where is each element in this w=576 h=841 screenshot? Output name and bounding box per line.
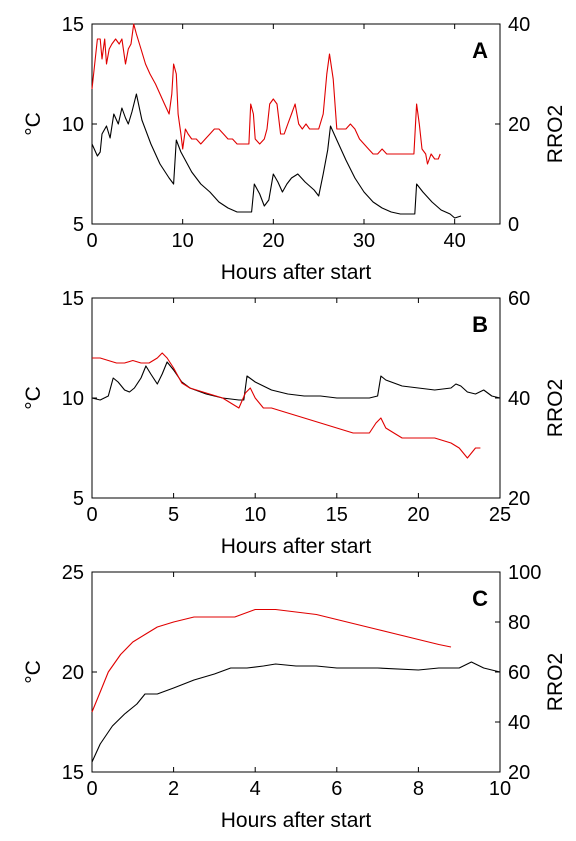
panel-c: 0 2 4 6 8 10 15 20 25 20 40 60 80 100 C Hours after sta… bbox=[22, 562, 567, 832]
y-right-tick-label: 40 bbox=[508, 388, 530, 410]
panel-label-b: B bbox=[472, 312, 488, 337]
rro2-line-a bbox=[91, 23, 441, 165]
temperature-line-b bbox=[91, 361, 501, 401]
x-tick-label: 8 bbox=[413, 778, 424, 800]
plot-frame-a bbox=[91, 23, 501, 225]
y-right-tick-label: 20 bbox=[508, 488, 530, 510]
x-axis-label-c: Hours after start bbox=[221, 809, 372, 832]
temperature-line-c bbox=[91, 661, 501, 763]
y-left-axis-label-a: °C bbox=[22, 112, 45, 136]
y-right-axis-label-a: RRO2 bbox=[544, 105, 567, 163]
y-left-tick-label: 15 bbox=[62, 762, 84, 784]
y-right-tick-label: 60 bbox=[508, 662, 530, 684]
x-tick-label: 5 bbox=[168, 504, 179, 526]
x-tick-label: 0 bbox=[86, 504, 97, 526]
plot-frame-b bbox=[91, 297, 501, 499]
rro2-line-c bbox=[91, 608, 452, 713]
y-right-tick-label: 40 bbox=[508, 14, 530, 36]
plot-frame-c bbox=[91, 571, 501, 773]
x-tick-label: 10 bbox=[489, 778, 511, 800]
panel-a: 0 10 20 30 40 5 10 15 0 20 40 A Hours after start °C R… bbox=[22, 14, 567, 284]
x-tick-label: 6 bbox=[331, 778, 342, 800]
y-right-tick-label: 20 bbox=[508, 762, 530, 784]
temperature-line-a bbox=[91, 93, 462, 219]
rro2-line-b bbox=[92, 352, 481, 459]
y-left-tick-label: 10 bbox=[62, 114, 84, 136]
x-tick-label: 25 bbox=[489, 504, 511, 526]
y-left-axis-label-c: °C bbox=[22, 660, 45, 684]
x-tick-label: 0 bbox=[86, 778, 97, 800]
x-tick-label: 20 bbox=[262, 230, 284, 252]
y-left-tick-label: 5 bbox=[73, 488, 84, 510]
panel-label-a: A bbox=[472, 38, 488, 63]
y-left-tick-label: 10 bbox=[62, 388, 84, 410]
x-tick-label: 10 bbox=[244, 504, 266, 526]
y-right-tick-label: 40 bbox=[508, 712, 530, 734]
x-tick-label: 10 bbox=[172, 230, 194, 252]
y-right-axis-label-b: RRO2 bbox=[544, 379, 567, 437]
y-right-tick-label: 80 bbox=[508, 612, 530, 634]
x-axis-label-b: Hours after start bbox=[221, 535, 372, 558]
y-right-tick-label: 100 bbox=[508, 562, 541, 584]
y-left-tick-label: 15 bbox=[62, 14, 84, 36]
y-right-axis-label-c: RRO2 bbox=[544, 653, 567, 711]
x-tick-label: 30 bbox=[353, 230, 375, 252]
x-tick-label: 4 bbox=[250, 778, 261, 800]
y-right-tick-label: 20 bbox=[508, 114, 530, 136]
x-tick-label: 2 bbox=[168, 778, 179, 800]
x-tick-label: 40 bbox=[444, 230, 466, 252]
x-tick-label: 15 bbox=[326, 504, 348, 526]
y-left-axis-label-b: °C bbox=[22, 386, 45, 410]
x-tick-label: 0 bbox=[86, 230, 97, 252]
y-left-tick-label: 25 bbox=[62, 562, 84, 584]
y-left-tick-label: 20 bbox=[62, 662, 84, 684]
panel-label-c: C bbox=[472, 586, 488, 611]
y-right-tick-label: 0 bbox=[508, 214, 519, 236]
y-right-tick-label: 60 bbox=[508, 288, 530, 310]
x-axis-label-a: Hours after start bbox=[221, 261, 372, 284]
y-left-tick-label: 15 bbox=[62, 288, 84, 310]
y-left-tick-label: 5 bbox=[73, 214, 84, 236]
x-tick-label: 20 bbox=[407, 504, 429, 526]
